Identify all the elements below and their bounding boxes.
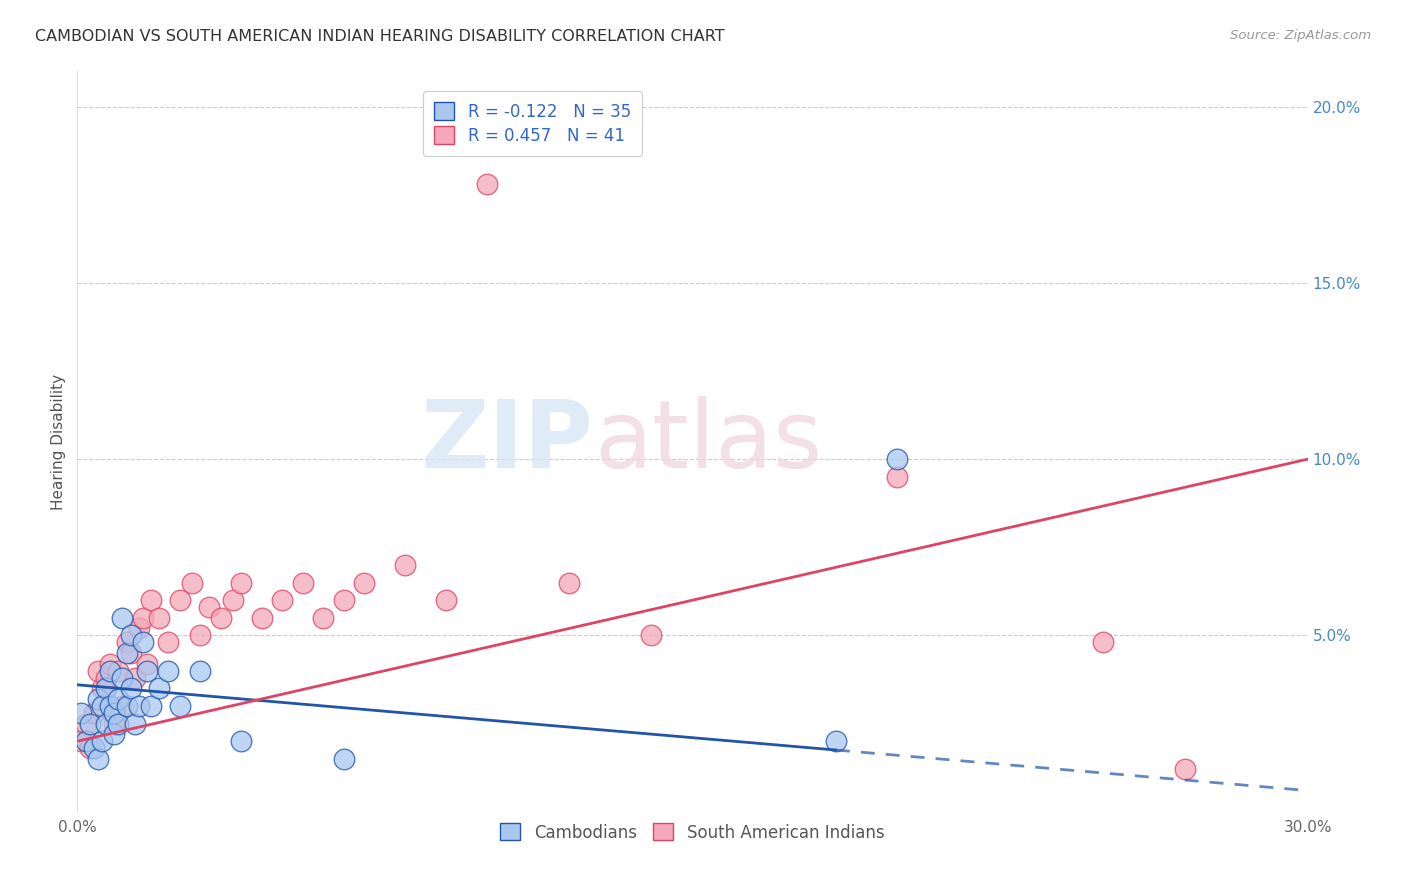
Point: [188, 664, 212, 678]
Point: [394, 558, 416, 572]
Point: [79, 741, 101, 756]
Point: [250, 611, 273, 625]
Text: CAMBODIAN VS SOUTH AMERICAN INDIAN HEARING DISABILITY CORRELATION CHART: CAMBODIAN VS SOUTH AMERICAN INDIAN HEARI…: [35, 29, 724, 44]
Point: [825, 734, 848, 748]
Point: [141, 593, 163, 607]
Text: atlas: atlas: [595, 395, 823, 488]
Point: [197, 600, 219, 615]
Point: [120, 681, 142, 696]
Point: [141, 698, 163, 713]
Y-axis label: Hearing Disability: Hearing Disability: [51, 374, 66, 509]
Point: [103, 716, 125, 731]
Point: [169, 593, 191, 607]
Point: [115, 646, 138, 660]
Point: [87, 692, 110, 706]
Point: [128, 698, 150, 713]
Point: [103, 727, 125, 741]
Point: [271, 593, 294, 607]
Point: [231, 734, 253, 748]
Point: [115, 635, 138, 649]
Point: [107, 664, 129, 678]
Point: [103, 706, 125, 720]
Point: [98, 664, 121, 678]
Point: [128, 621, 150, 635]
Point: [111, 611, 134, 625]
Point: [111, 698, 134, 713]
Point: [1091, 635, 1114, 649]
Point: [70, 706, 93, 720]
Point: [94, 681, 117, 696]
Text: Source: ZipAtlas.com: Source: ZipAtlas.com: [1230, 29, 1371, 42]
Point: [98, 657, 121, 671]
Point: [188, 628, 212, 642]
Point: [132, 635, 155, 649]
Point: [312, 611, 335, 625]
Point: [148, 681, 170, 696]
Point: [169, 698, 191, 713]
Point: [87, 752, 110, 766]
Point: [136, 657, 159, 671]
Point: [231, 575, 253, 590]
Point: [70, 734, 93, 748]
Point: [111, 671, 134, 685]
Point: [94, 671, 117, 685]
Point: [333, 593, 356, 607]
Point: [90, 734, 114, 748]
Point: [107, 716, 129, 731]
Point: [90, 698, 114, 713]
Point: [156, 635, 179, 649]
Point: [436, 593, 458, 607]
Point: [115, 698, 138, 713]
Point: [222, 593, 245, 607]
Point: [98, 698, 121, 713]
Point: [156, 664, 179, 678]
Point: [333, 752, 356, 766]
Point: [90, 681, 114, 696]
Point: [75, 734, 97, 748]
Point: [120, 646, 142, 660]
Point: [148, 611, 170, 625]
Point: [886, 452, 908, 467]
Point: [75, 716, 97, 731]
Point: [291, 575, 314, 590]
Point: [83, 741, 105, 756]
Point: [94, 716, 117, 731]
Point: [477, 177, 499, 191]
Point: [1174, 763, 1197, 777]
Point: [132, 611, 155, 625]
Point: [181, 575, 204, 590]
Point: [107, 692, 129, 706]
Point: [209, 611, 232, 625]
Point: [83, 706, 105, 720]
Point: [79, 716, 101, 731]
Point: [87, 664, 110, 678]
Point: [124, 671, 146, 685]
Point: [120, 628, 142, 642]
Point: [124, 716, 146, 731]
Point: [353, 575, 375, 590]
Text: ZIP: ZIP: [422, 395, 595, 488]
Point: [558, 575, 581, 590]
Point: [640, 628, 662, 642]
Point: [136, 664, 159, 678]
Legend: Cambodians, South American Indians: Cambodians, South American Indians: [491, 814, 894, 852]
Point: [886, 470, 908, 484]
